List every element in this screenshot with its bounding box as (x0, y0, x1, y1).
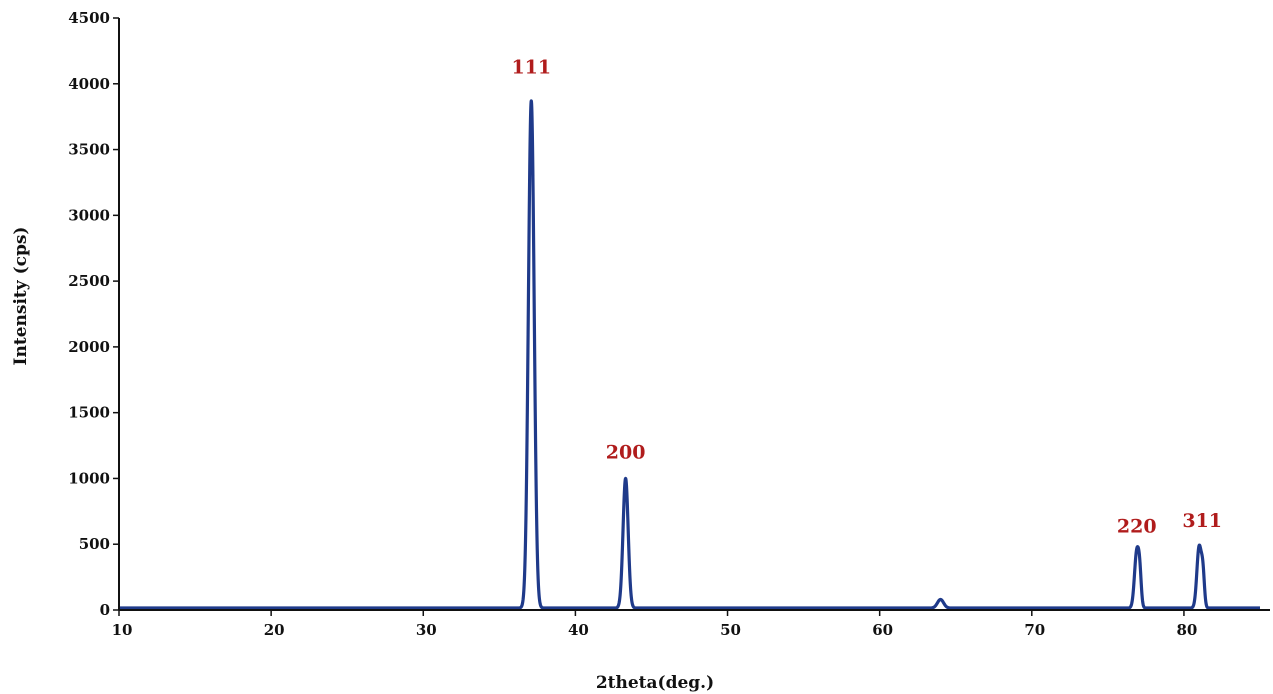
peak-label: 111 (511, 56, 551, 78)
x-ticks: 10 20 30 40 50 60 70 80 (112, 610, 1197, 639)
x-tick-label: 10 (112, 621, 133, 639)
x-tick-label: 20 (264, 621, 285, 639)
y-tick-label: 1500 (68, 404, 110, 422)
peak-annotations: 111 200 220 311 (511, 56, 1222, 537)
y-tick-label: 2000 (68, 338, 110, 356)
y-tick-label: 500 (79, 535, 110, 553)
y-ticks: 0 500 1000 1500 2000 2500 3000 3500 4000 4500 (68, 9, 119, 619)
y-tick-label: 2500 (68, 272, 110, 290)
y-tick-label: 0 (100, 601, 110, 619)
y-tick-label: 4000 (68, 75, 110, 93)
x-tick-label: 60 (872, 621, 893, 639)
series-layer (117, 99, 1262, 610)
x-tick-label: 30 (416, 621, 437, 639)
x-tick-label: 80 (1176, 621, 1197, 639)
peak-label: 220 (1117, 515, 1157, 537)
y-tick-label: 3500 (68, 141, 110, 159)
x-axis-title: 2theta(deg.) (596, 673, 714, 693)
y-tick-label: 3000 (68, 206, 110, 224)
x-tick-label: 50 (720, 621, 741, 639)
peak-label: 200 (606, 442, 646, 464)
y-tick-label: 4500 (68, 9, 110, 27)
x-tick-label: 70 (1024, 621, 1045, 639)
y-axis-title: Intensity (cps) (11, 227, 31, 366)
x-tick-label: 40 (568, 621, 589, 639)
y-tick-label: 1000 (68, 469, 110, 487)
xrd-series-line (117, 99, 1262, 610)
peak-label: 311 (1182, 510, 1222, 532)
